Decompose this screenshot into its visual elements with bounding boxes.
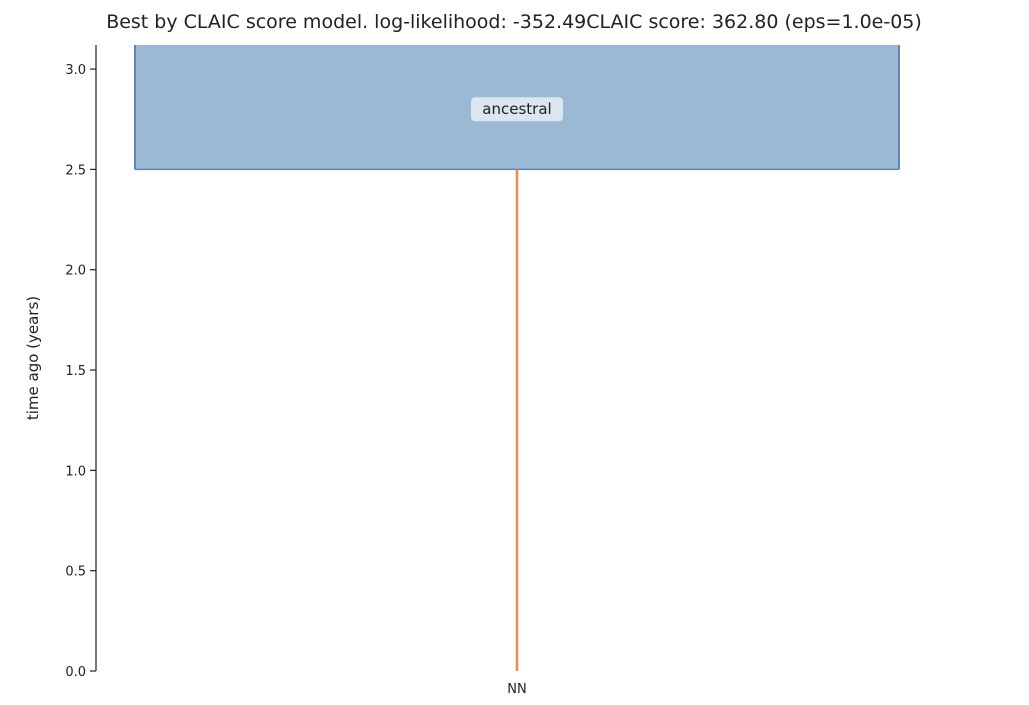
y-tick-label: 0.0	[65, 665, 86, 680]
y-axis-label: time ago (years)	[24, 296, 42, 420]
y-ticks: 0.0 0.5 1.0 1.5 2.0 2.5 3.0	[65, 63, 96, 680]
y-tick-label: 2.5	[65, 163, 86, 178]
y-tick-label: 1.5	[65, 364, 86, 379]
y-axis: 0.0 0.5 1.0 1.5 2.0 2.5 3.0	[65, 45, 97, 680]
y-tick-label: 0.5	[65, 565, 86, 580]
ancestral-population: ancestral	[134, 45, 900, 171]
y-tick-label: 3.0	[65, 63, 86, 78]
y-tick-label: 1.0	[65, 464, 86, 479]
nn-label: NN	[507, 682, 526, 697]
y-tick-label: 2.0	[65, 264, 86, 279]
ancestral-label: ancestral	[482, 100, 551, 118]
chart-title: Best by CLAIC score model. log-likelihoo…	[106, 11, 922, 33]
ancestral-label-background	[471, 97, 563, 122]
